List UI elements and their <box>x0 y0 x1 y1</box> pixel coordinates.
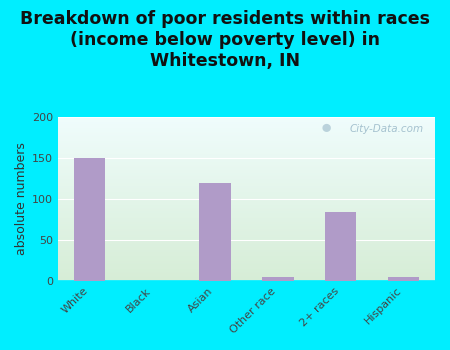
Bar <box>262 277 294 281</box>
Bar <box>325 212 356 281</box>
Y-axis label: absolute numbers: absolute numbers <box>15 142 28 256</box>
Bar <box>199 183 231 281</box>
Text: City-Data.com: City-Data.com <box>350 124 424 134</box>
Bar <box>388 277 419 281</box>
Text: Breakdown of poor residents within races
(income below poverty level) in
Whitest: Breakdown of poor residents within races… <box>20 10 430 70</box>
Bar <box>74 158 105 281</box>
Text: ⬤: ⬤ <box>322 123 331 132</box>
